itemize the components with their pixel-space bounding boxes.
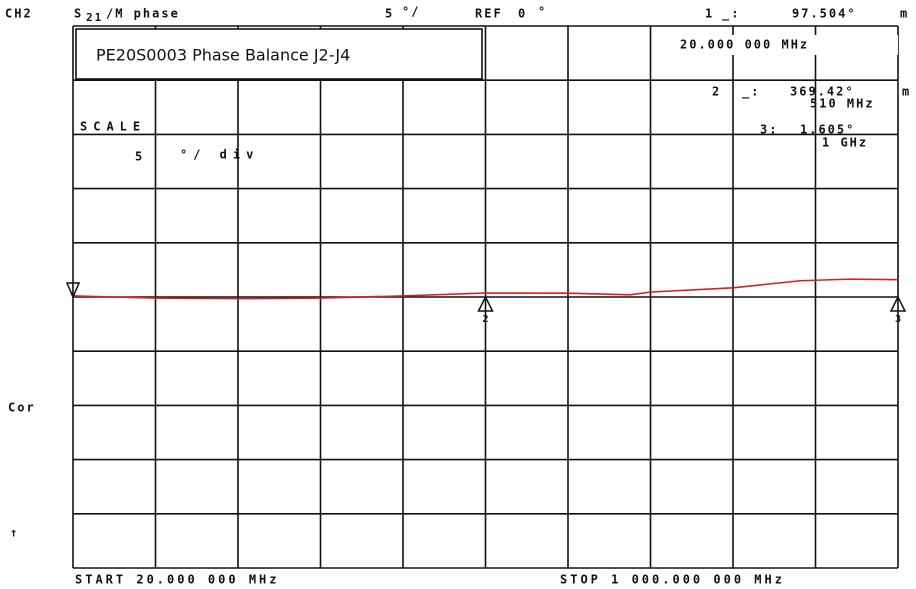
readout-value: 369.42° (790, 85, 855, 99)
stop: STOP 1 000.000 000 MHz (560, 573, 785, 587)
readout-sep: _: (722, 7, 740, 22)
scale-unit: °/ div (180, 148, 259, 162)
readout-value: 97.504° (792, 7, 857, 21)
readout-freq: 510 MHz (810, 97, 875, 111)
marker (477, 295, 494, 312)
readout-id: 2 (712, 85, 721, 99)
readout-bg (672, 35, 898, 55)
chart-title: PE20S0003 Phase Balance J2-J4 (96, 46, 350, 65)
trace (72, 278, 899, 300)
ref-unit: ° (538, 5, 547, 19)
readout-sep: _: (742, 85, 760, 100)
scale-value: 5 (135, 150, 144, 164)
side-label: Cor (8, 401, 36, 415)
title-box (75, 28, 483, 80)
marker (889, 295, 907, 312)
param-sub: 21 (86, 11, 103, 24)
start: START 20.000 000 MHz (75, 573, 280, 587)
header-scale-unit: °/ (402, 5, 420, 19)
ref-label: REF (475, 7, 503, 21)
readout-unit: m (902, 85, 911, 99)
readout-id: 3: (760, 123, 778, 137)
side-label: ↑ (10, 526, 19, 540)
ref-value: 0 (518, 7, 527, 21)
channel: CH2 (5, 7, 33, 21)
readout-id: 1 (705, 7, 714, 21)
readout-freq: 1 GHz (822, 136, 868, 150)
format: /M phase (106, 7, 180, 21)
header-scale: 5 (385, 7, 394, 21)
marker-label: 3 (895, 314, 901, 325)
readout-freq: 20.000 000 MHz (680, 38, 809, 52)
param: S (74, 7, 83, 21)
scale-label: SCALE (80, 120, 146, 134)
readout-value: 1.605° (800, 123, 855, 137)
marker-label: 2 (482, 314, 488, 325)
ref-marker (65, 282, 81, 299)
readout-unit: m (900, 7, 909, 21)
